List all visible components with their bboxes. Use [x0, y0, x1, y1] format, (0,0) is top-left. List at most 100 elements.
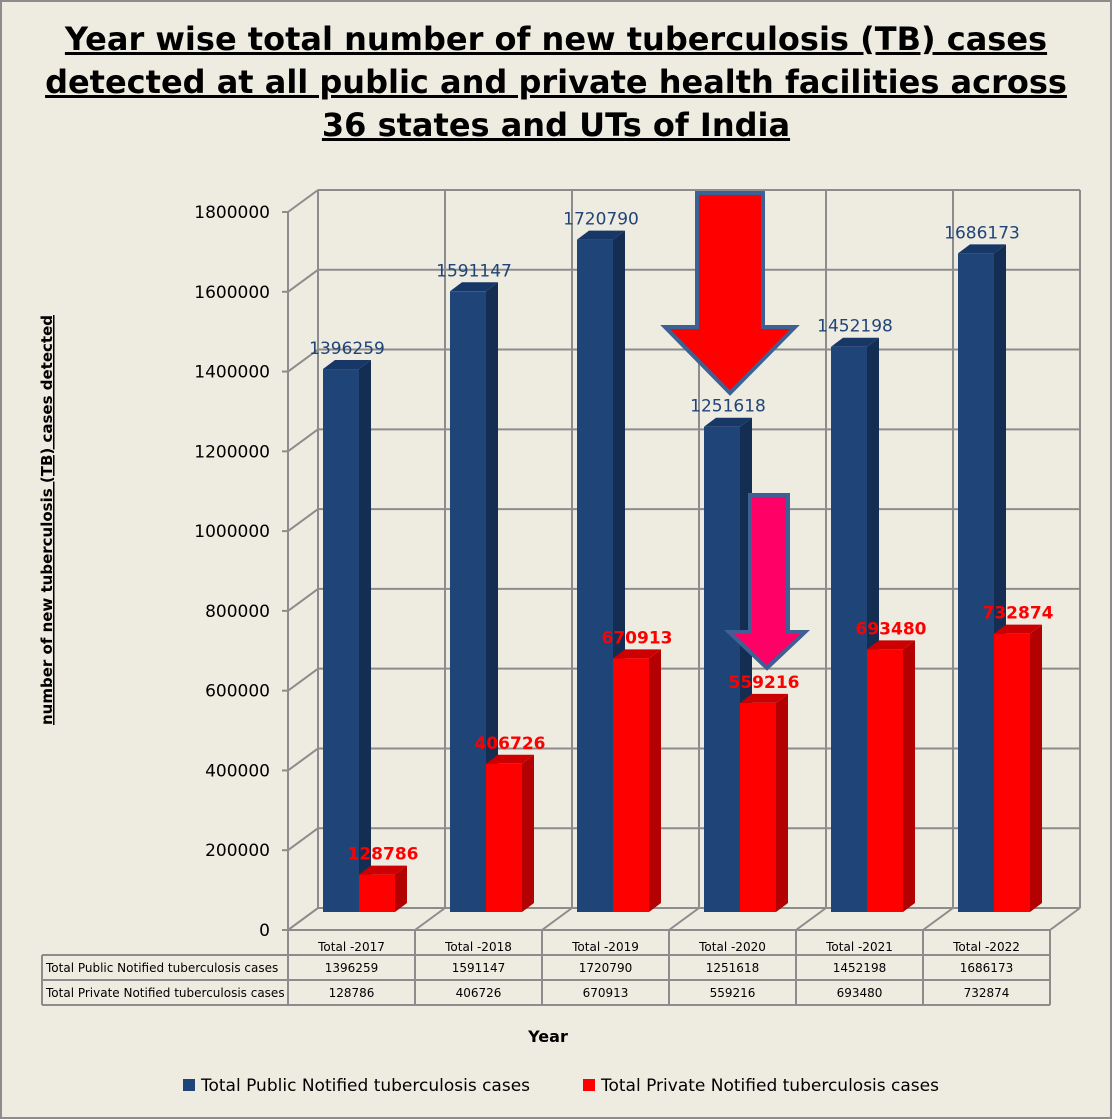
bar-top	[994, 624, 1042, 634]
public-bar	[323, 369, 359, 912]
data-label: 1396259	[309, 339, 385, 359]
data-label: 1452198	[817, 317, 893, 337]
bar-side	[486, 282, 498, 912]
legend-swatch	[183, 1079, 195, 1091]
table-cell: 128786	[329, 986, 375, 1000]
floor-line	[1049, 907, 1081, 931]
y-tick-label: 1000000	[194, 522, 270, 542]
bar-side	[903, 640, 915, 912]
table-cell: 1396259	[325, 961, 378, 975]
private-bar	[359, 874, 395, 912]
table-cell: 1720790	[579, 961, 632, 975]
bar-side	[395, 865, 407, 912]
data-label: 1251618	[690, 397, 766, 417]
y-axis-label: number of new tuberculosis (TB) cases de…	[38, 315, 56, 725]
side-gridline	[287, 428, 319, 453]
data-label: 1686173	[944, 223, 1020, 243]
private-bar	[740, 702, 776, 912]
side-gridline	[287, 189, 319, 213]
legend-label: Total Public Notified tuberculosis cases	[200, 1076, 530, 1096]
data-label: 406726	[475, 734, 546, 754]
bar-top	[831, 337, 879, 347]
bar-side	[776, 693, 788, 912]
side-gridline	[287, 508, 319, 532]
side-gridline	[287, 588, 319, 612]
private-bar	[486, 763, 522, 912]
bar-top	[867, 640, 915, 650]
legend-swatch	[583, 1079, 595, 1091]
side-gridline	[287, 667, 319, 692]
bar-top	[740, 693, 788, 703]
public-bar	[577, 239, 613, 912]
private-bar	[867, 649, 903, 912]
bar-top	[613, 649, 661, 659]
x-tick-label: Total -2017	[317, 940, 385, 954]
bar-top	[450, 282, 498, 292]
bar-top	[704, 417, 752, 427]
bar-side	[649, 649, 661, 912]
side-gridline	[287, 268, 319, 293]
floor-line	[922, 907, 954, 931]
y-tick-label: 600000	[205, 682, 270, 702]
x-axis-label: Year	[527, 1027, 568, 1046]
table-cell: 1452198	[833, 961, 886, 975]
pink-down-arrow-annotation	[723, 493, 811, 671]
x-tick-label: Total -2019	[571, 940, 639, 954]
table-cell: 1686173	[960, 961, 1013, 975]
public-bar	[958, 253, 994, 913]
y-tick-label: 400000	[205, 761, 270, 781]
table-row-label: Total Public Notified tuberculosis cases	[45, 961, 278, 975]
bar-side	[359, 360, 371, 912]
data-label: 732874	[983, 604, 1054, 624]
table-cell: 1251618	[706, 961, 759, 975]
table-cell: 406726	[456, 986, 502, 1000]
private-bar	[613, 658, 649, 912]
side-gridline	[287, 348, 319, 373]
y-tick-label: 1800000	[194, 203, 270, 223]
bar-side	[522, 754, 534, 912]
x-tick-label: Total -2021	[825, 940, 893, 954]
data-label: 128786	[348, 845, 419, 865]
public-bar	[831, 346, 867, 912]
y-tick-label: 800000	[205, 602, 270, 622]
bar-top	[323, 360, 371, 370]
floor-line	[287, 907, 319, 931]
legend-label: Total Private Notified tuberculosis case…	[600, 1076, 939, 1096]
table-cell: 670913	[583, 986, 629, 1000]
side-gridline	[287, 747, 319, 772]
table-cell: 693480	[837, 986, 883, 1000]
x-tick-label: Total -2018	[444, 940, 512, 954]
y-tick-label: 200000	[205, 841, 270, 861]
data-label: 1720790	[563, 210, 639, 230]
data-label: 693480	[856, 619, 927, 639]
y-tick-label: 1400000	[194, 363, 270, 383]
public-bar	[704, 426, 740, 912]
title-line-1: Year wise total number of new tuberculos…	[64, 20, 1048, 58]
floor-line	[795, 907, 827, 931]
data-label: 1591147	[436, 261, 512, 281]
chart-title: Year wise total number of new tuberculos…	[0, 18, 1112, 147]
table-cell: 732874	[964, 986, 1010, 1000]
y-tick-label: 0	[259, 921, 270, 941]
bar-top	[958, 244, 1006, 254]
y-tick-label: 1200000	[194, 442, 270, 462]
y-tick-label: 1600000	[194, 283, 270, 303]
table-cell: 1591147	[452, 961, 505, 975]
red-down-arrow-annotation	[660, 191, 800, 396]
x-tick-label: Total -2020	[698, 940, 766, 954]
bar-side	[1030, 624, 1042, 912]
bar-top	[577, 230, 625, 240]
private-bar	[994, 633, 1030, 912]
title-line-3: 36 states and UTs of India	[321, 106, 791, 144]
bar-top	[359, 865, 407, 875]
floor-line	[414, 907, 446, 931]
table-row-label: Total Private Notified tuberculosis case…	[45, 986, 285, 1000]
bar-top	[486, 754, 534, 764]
title-line-2: detected at all public and private healt…	[45, 63, 1067, 101]
data-label: 670913	[602, 628, 673, 648]
table-cell: 559216	[710, 986, 756, 1000]
floor-line	[668, 907, 700, 931]
data-label: 559216	[729, 673, 800, 693]
